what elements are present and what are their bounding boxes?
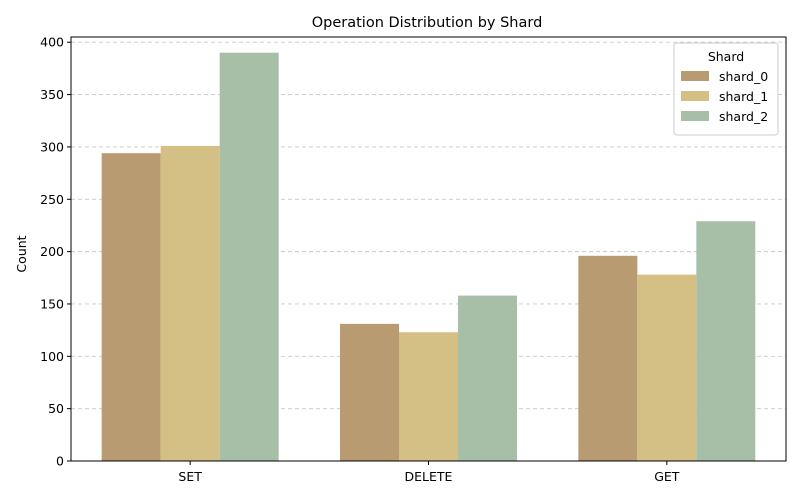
legend-label-shard_2: shard_2	[719, 109, 768, 124]
y-tick-label: 400	[40, 35, 64, 50]
bar-shard_2-get	[696, 221, 756, 461]
bar-shard_1-delete	[399, 332, 458, 461]
y-tick-label: 50	[48, 401, 64, 416]
x-tick-label: SET	[178, 469, 202, 484]
legend-label-shard_0: shard_0	[719, 69, 768, 84]
bar-shard_1-get	[637, 274, 697, 461]
bar-shard_1-set	[160, 145, 220, 461]
y-tick-label: 350	[40, 87, 64, 102]
bar-shard_2-set	[219, 52, 279, 461]
bar-shard_0-set	[101, 153, 161, 462]
legend: Shard shard_0 shard_1 shard_2	[673, 42, 779, 136]
legend-title: Shard	[708, 49, 744, 64]
y-tick-label: 100	[40, 349, 64, 364]
y-tick-label: 300	[40, 139, 64, 154]
bars	[101, 52, 756, 462]
legend-swatch-shard_2	[681, 111, 709, 121]
bar-shard_0-get	[578, 255, 638, 461]
legend-swatch-shard_1	[681, 91, 709, 101]
y-axis-label: Count	[14, 235, 29, 272]
legend-swatch-shard_0	[681, 71, 709, 81]
legend-label-shard_1: shard_1	[719, 89, 768, 104]
chart-title: Operation Distribution by Shard	[312, 15, 543, 31]
y-tick-label: 200	[40, 244, 64, 259]
plot-frame	[70, 36, 787, 462]
y-tick-label: 150	[40, 296, 64, 311]
y-tick-label: 250	[40, 192, 64, 207]
bar-shard_0-delete	[340, 323, 399, 461]
y-tick-label: 0	[56, 454, 64, 469]
bar-shard_2-delete	[458, 295, 517, 461]
x-tick-label: DELETE	[405, 469, 453, 484]
axes: SET DELETE GET 0 50 100 150 200 250 300 350 400	[40, 35, 787, 484]
x-tick-label: GET	[654, 469, 680, 484]
